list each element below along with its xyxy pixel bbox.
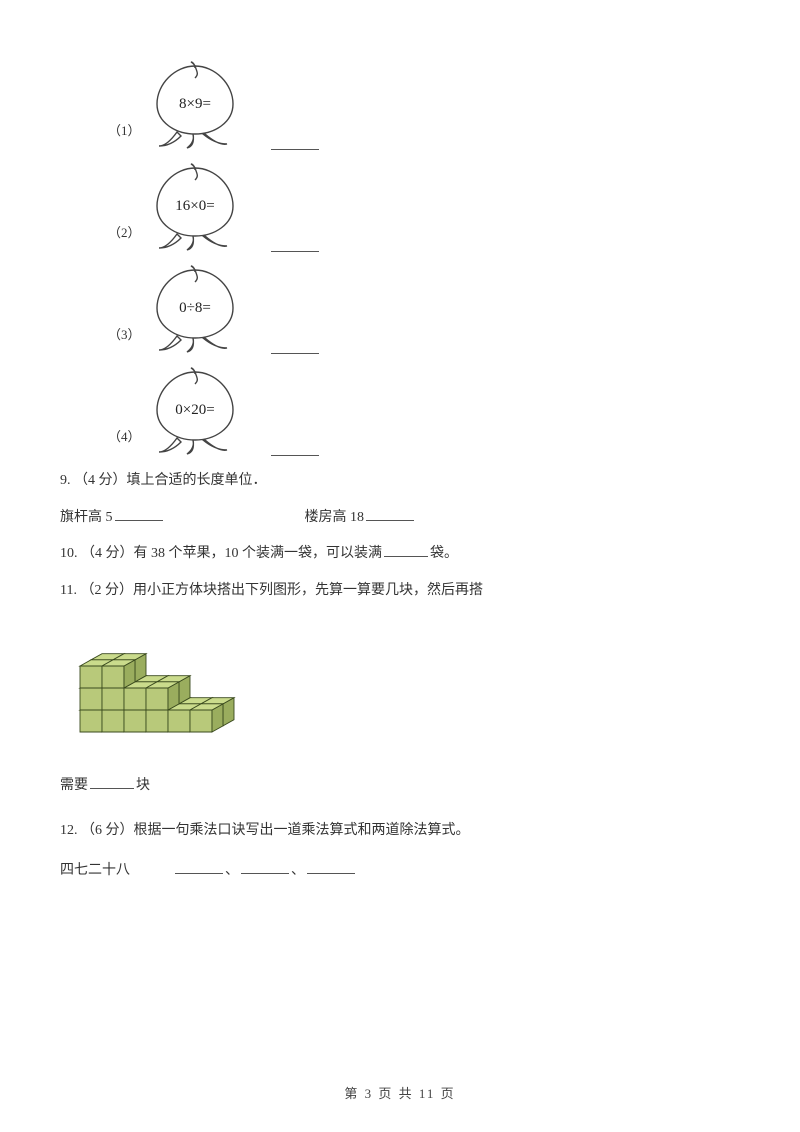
peach-item-1: （1） 8×9=	[108, 60, 740, 150]
q12-label: 12. （6 分）根据一句乘法口诀写出一道乘法算式和两道除法算式。	[60, 818, 740, 845]
peach-item-2: （2） 16×0=	[108, 162, 740, 252]
peach-icon: 0×20=	[145, 366, 245, 456]
peach-icon: 0÷8=	[145, 264, 245, 354]
q11-label: 11. （2 分）用小正方体块搭出下列图形，先算一算要几块，然后再搭	[60, 578, 740, 605]
peach-item-4: （4） 0×20=	[108, 366, 740, 456]
q9-right-text: 楼房高 18	[305, 510, 365, 525]
svg-text:0÷8=: 0÷8=	[179, 300, 211, 316]
svg-text:8×9=: 8×9=	[179, 96, 211, 112]
peach-blank-1[interactable]	[271, 136, 319, 150]
svg-text:0×20=: 0×20=	[175, 402, 214, 418]
peach-blank-4[interactable]	[271, 442, 319, 456]
q10-prefix: 10. （4 分）有 38 个苹果，10 个装满一袋，可以装满	[60, 546, 382, 561]
item-num: （2）	[108, 221, 141, 252]
page-footer: 第 3 页 共 11 页	[0, 1083, 800, 1102]
q10-blank[interactable]	[384, 543, 428, 557]
worksheet-page: （1） 8×9= （2） 16×0= （3） 0÷8= （4） 0×20= 9.…	[0, 0, 800, 885]
item-num: （1）	[108, 119, 141, 150]
q11-need-suffix: 块	[136, 778, 150, 793]
q12-answer-row: 四七二十八 、、	[60, 858, 740, 885]
peach-item-3: （3） 0÷8=	[108, 264, 740, 354]
q11-need-prefix: 需要	[60, 778, 88, 793]
peach-icon: 16×0=	[145, 162, 245, 252]
q9-left-blank[interactable]	[115, 507, 163, 521]
q9-right-blank[interactable]	[366, 507, 414, 521]
peach-blank-2[interactable]	[271, 238, 319, 252]
q9-label: 9. （4 分）填上合适的长度单位．	[60, 468, 740, 495]
q11-blank[interactable]	[90, 775, 134, 789]
peach-blank-3[interactable]	[271, 340, 319, 354]
q9-left-text: 旗杆高 5	[60, 510, 113, 525]
q12-phrase: 四七二十八	[60, 863, 130, 878]
q11-need: 需要 块	[60, 773, 740, 800]
q12-blank-1[interactable]	[175, 860, 223, 874]
item-num: （4）	[108, 425, 141, 456]
q10-suffix: 袋。	[430, 546, 458, 561]
q10: 10. （4 分）有 38 个苹果，10 个装满一袋，可以装满 袋。	[60, 541, 740, 568]
peach-icon: 8×9=	[145, 60, 245, 150]
q9-answers: 旗杆高 5 楼房高 18	[60, 505, 740, 532]
svg-text:16×0=: 16×0=	[175, 198, 214, 214]
q12-blank-2[interactable]	[241, 860, 289, 874]
item-num: （3）	[108, 323, 141, 354]
q12-blank-3[interactable]	[307, 860, 355, 874]
cube-figure	[60, 622, 740, 763]
